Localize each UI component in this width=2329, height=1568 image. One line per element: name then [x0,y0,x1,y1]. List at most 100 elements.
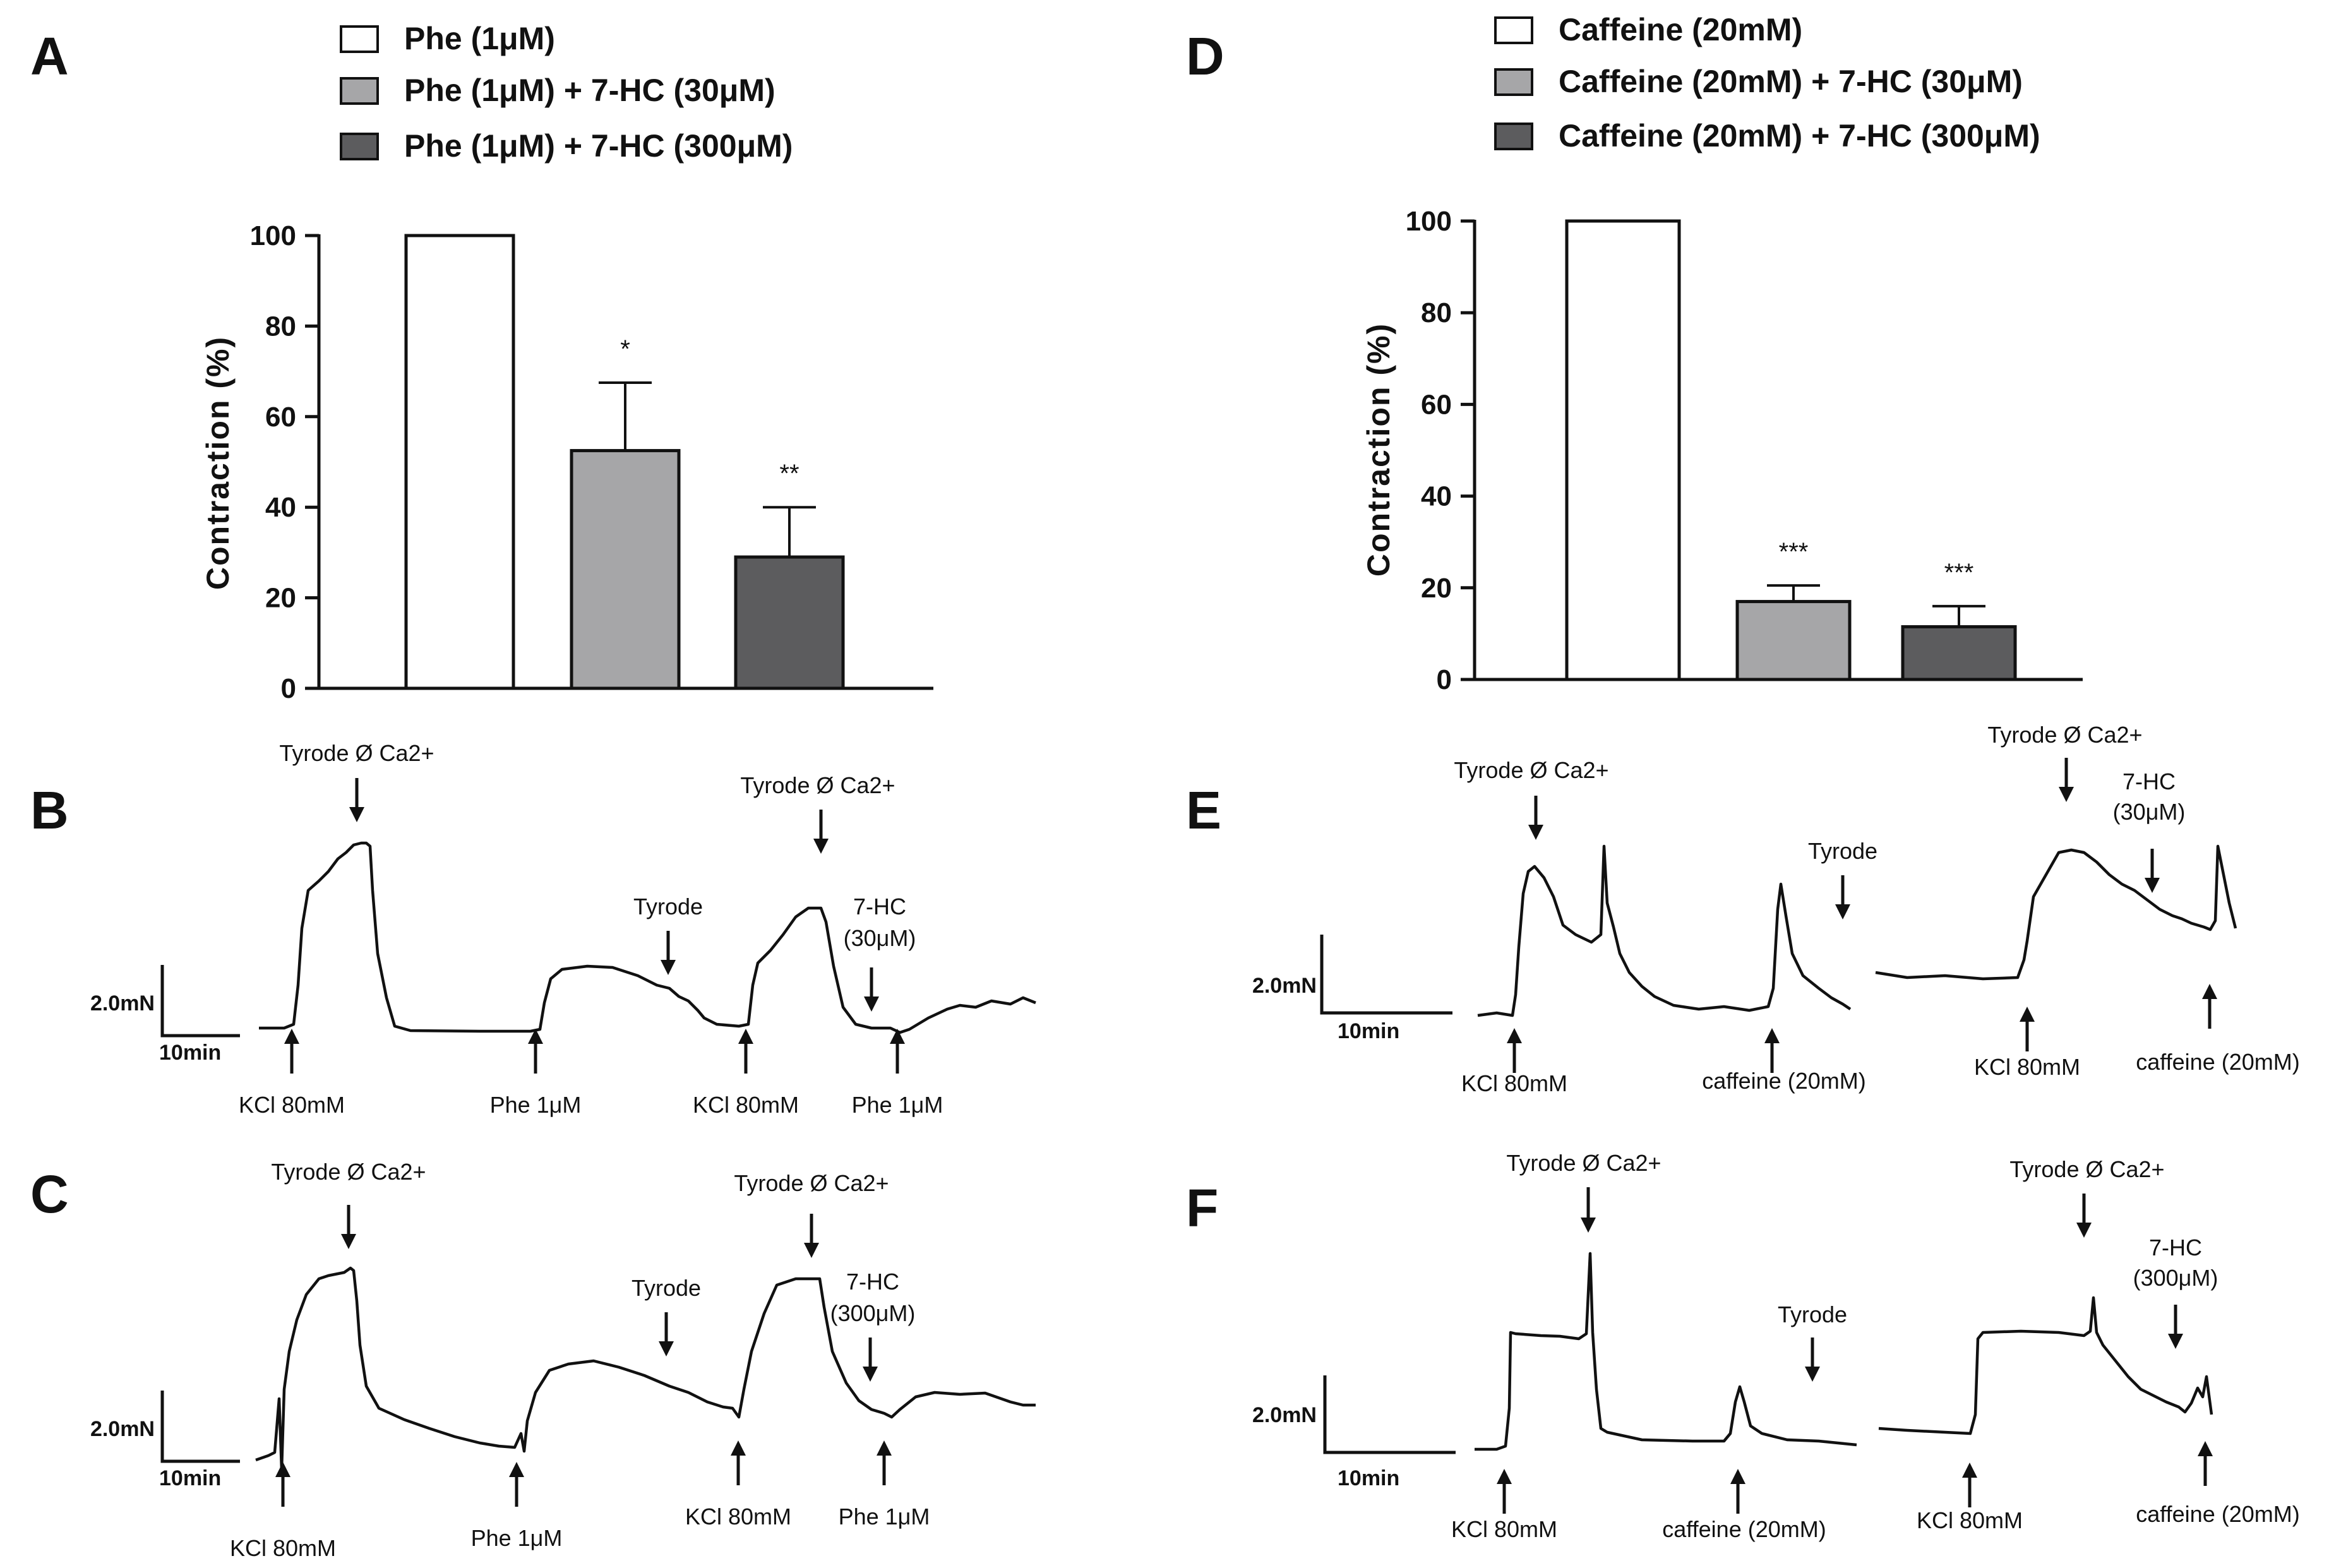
panel-letter-a: A [30,27,69,86]
arrow-up-kcl-2-e-head [2020,1007,2035,1022]
arrow-down-7hc-b-head [864,996,879,1012]
arrow-up-caffeine-2-e-head [2202,984,2217,999]
arrow-down-tyrode-ca-1-f-head [1581,1218,1596,1233]
label-tyrode-ca-2-f: Tyrode Ø Ca2+ [2009,1156,2164,1182]
significance-d-1: *** [1779,538,1809,566]
label-7hc-conc-b: (30μM) [844,925,916,951]
scale-force-e: 2.0mN [1252,974,1317,998]
arrow-down-7hc-f-head [2168,1334,2183,1349]
scale-force-c: 2.0mN [90,1417,155,1441]
scale-time-b: 10min [159,1041,221,1065]
label-7hc-conc-c: (300μM) [830,1300,916,1326]
legend-swatch-a-0 [340,25,379,53]
panel-letter-c: C [30,1164,69,1224]
label-kcl-2-f: KCl 80mM [1917,1507,2023,1533]
arrow-down-tyrode-ca-1-b-head [349,807,364,822]
legend-label-a-0: Phe (1μM) [404,21,555,56]
label-caffeine-1-f: caffeine (20mM) [1662,1516,1826,1542]
scale-time-f: 10min [1338,1466,1399,1490]
label-7hc-b: 7-HC [853,894,906,919]
arrow-down-7hc-e-head [2145,878,2160,893]
arrow-up-kcl-2-f-head [1962,1463,1977,1478]
trace-b [259,841,1036,1034]
trace-c [255,1266,1036,1472]
label-phe-1-b: Phe 1μM [490,1092,582,1118]
y-axis-title-d: Contraction (%) [1361,323,1396,577]
label-caffeine-2-e: caffeine (20mM) [2136,1049,2299,1075]
y-tick-label-d-3: 60 [1421,389,1452,420]
legend-swatch-d-2 [1494,123,1533,150]
legend-label-a-2: Phe (1μM) + 7-HC (300μM) [404,128,793,164]
scale-bar-f: 2.0mN 10min [1252,1375,1456,1490]
label-kcl-1-b: KCl 80mM [239,1092,345,1118]
label-tyrode-ca-1-b: Tyrode Ø Ca2+ [279,740,434,766]
bar-a-2 [734,555,845,690]
arrow-up-phe-2-c-head [877,1440,892,1456]
annotations-b: Tyrode Ø Ca2+ Tyrode Ø Ca2+ Tyrode 7-HC … [239,740,943,1118]
bar-a-1 [570,449,681,690]
trace-e-1 [1477,844,1852,1017]
arrow-up-kcl-2-b-head [738,1029,753,1044]
y-tick-label-d-1: 20 [1421,573,1452,604]
bar-d-2 [1901,625,2017,681]
label-7hc-f: 7-HC [2149,1235,2202,1260]
label-kcl-1-c: KCl 80mM [230,1535,336,1561]
scale-bar-e: 2.0mN 10min [1252,935,1452,1043]
legend-label-d-2: Caffeine (20mM) + 7-HC (300μM) [1559,118,2040,153]
scale-bar-b: 2.0mN 10min [90,965,240,1065]
label-caffeine-1-e: caffeine (20mM) [1702,1068,1865,1094]
arrow-down-tyrode-ca-2-c-head [804,1243,819,1258]
y-tick-label-a-0: 0 [281,673,296,704]
arrow-up-kcl-1-e-head [1507,1028,1522,1043]
arrow-down-tyrode-ca-1-e-head [1528,825,1543,840]
bar-d-0 [1565,219,1681,681]
bar-a-0 [404,234,515,690]
arrow-down-tyrode-ca-2-b-head [813,839,829,854]
arrow-down-tyrode-f-head [1805,1367,1820,1382]
label-tyrode-ca-2-e: Tyrode Ø Ca2+ [1987,722,2142,748]
annotations-f: Tyrode Ø Ca2+ Tyrode Tyrode Ø Ca2+ 7-HC … [1451,1150,2300,1542]
y-tick-label-d-0: 0 [1437,664,1452,695]
arrow-down-7hc-c-head [863,1367,878,1382]
y-tick-label-d-5: 100 [1406,206,1452,237]
legend-swatch-a-1 [340,77,379,105]
scale-time-e: 10min [1338,1019,1399,1043]
y-axis-title-a: Contraction (%) [200,336,236,590]
label-phe-2-c: Phe 1μM [839,1504,930,1529]
arrow-down-tyrode-b-head [661,960,676,975]
scale-bar-lines-b [160,965,240,1038]
arrow-down-tyrode-ca-1-c-head [341,1234,356,1249]
panel-letter-f: F [1186,1178,1218,1238]
panel-c: C 2.0mN 10min Tyrode Ø Ca2+ Tyrode Ø Ca2… [30,1159,1036,1561]
label-7hc-c: 7-HC [846,1269,899,1295]
panel-a: A Phe (1μM) Phe (1μM) + 7-HC (30μM) Phe … [30,21,933,704]
y-tick-label-a-4: 80 [265,311,296,342]
panel-letter-e: E [1186,781,1221,840]
bar-d-1 [1735,600,1852,681]
label-kcl-1-f: KCl 80mM [1451,1516,1557,1542]
significance-a-2: ** [779,460,799,488]
significance-d-2: *** [1944,559,1974,587]
scale-bar-lines-f [1323,1375,1456,1454]
label-tyrode-f: Tyrode [1778,1302,1847,1327]
scale-bar-lines-c [160,1391,240,1463]
arrow-down-tyrode-ca-2-f-head [2076,1223,2092,1238]
label-kcl-1-e: KCl 80mM [1461,1070,1567,1096]
bar-chart-d: Contraction (%) *** *** 0 20 40 60 80 100 [1361,206,2083,695]
label-7hc-conc-e: (30μM) [2113,799,2186,825]
label-kcl-2-c: KCl 80mM [685,1504,791,1529]
panel-f: F 2.0mN 10min Tyrode Ø Ca2+ Tyrode Tyrod… [1186,1150,2300,1542]
label-tyrode-b: Tyrode [633,894,703,919]
panel-d: D Caffeine (20mM) Caffeine (20mM) + 7-HC… [1186,12,2083,695]
label-caffeine-2-f: caffeine (20mM) [2136,1501,2299,1527]
legend-label-d-1: Caffeine (20mM) + 7-HC (30μM) [1559,64,2023,99]
annotations-c: Tyrode Ø Ca2+ Tyrode Ø Ca2+ Tyrode 7-HC … [230,1159,930,1561]
y-tick-label-d-2: 40 [1421,481,1452,512]
arrow-up-kcl-1-c-head [275,1462,290,1477]
arrow-down-tyrode-e-head [1835,904,1850,919]
panel-e: E 2.0mN 10min Tyrode Ø Ca2+ Tyrode Tyrod… [1186,722,2300,1096]
legend-swatch-d-0 [1494,16,1533,44]
scale-bar-lines-e [1320,935,1452,1015]
